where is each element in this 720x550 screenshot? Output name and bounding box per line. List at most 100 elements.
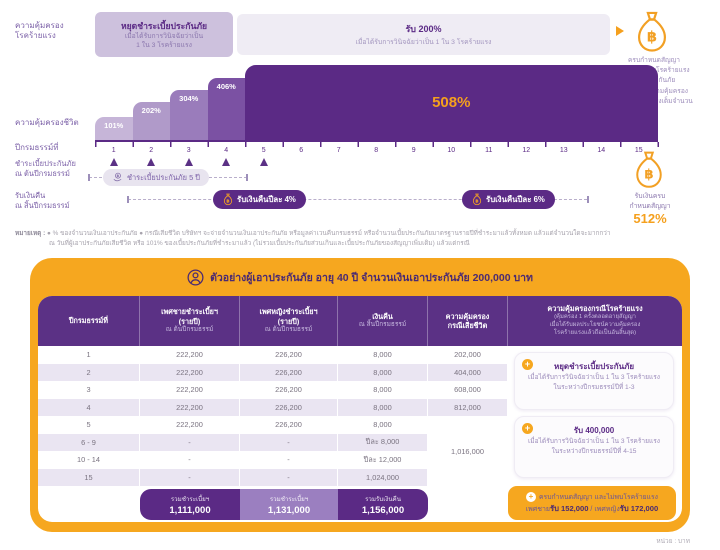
footnote-line1: ● % ของจำนวนเงินเอาประกันภัย ● กรณีเสียช… (47, 230, 611, 237)
cashback-4-text: รับเงินคืนปีละ 4% (237, 194, 296, 204)
axis-year: 13 (559, 147, 568, 154)
col-header-refund: เงินคืน ณ สิ้นปีกรมธรรม์ (338, 296, 428, 346)
cashback-dashline (128, 199, 587, 200)
ci-benefit-box-2: + รับ 400,000 เมื่อได้รับการวินิจฉัยว่าเ… (514, 416, 674, 478)
svg-text:฿: ฿ (226, 198, 229, 203)
ci-benefit-box-1: + หยุดชำระเบี้ยประกันภัย เมื่อได้รับการว… (514, 352, 674, 410)
axis-year: 5 (261, 147, 266, 154)
total-refund: รวมรับเงินคืน 1,156,000 (338, 489, 428, 520)
table-row: 15- -1,024,000 (38, 468, 428, 486)
dash-tick (246, 174, 248, 181)
receive-200-box: รับ 200% เมื่อได้รับการวินิจฉัยว่าเป็น 1… (237, 14, 610, 55)
triangle-marker-icon (170, 158, 208, 166)
bar-label-202: 202% (141, 106, 161, 115)
benefit-table: ปีกรมธรรม์ที่ เพศชายชำระเบี้ยฯ (รายปี) ณ… (38, 296, 682, 522)
example-header-text: ตัวอย่างผู้เอาประกันภัย อายุ 40 ปี จำนวน… (210, 271, 533, 284)
death-cell: 202,000 (454, 350, 481, 360)
bar-label-101: 101% (104, 121, 124, 130)
table-header-row: ปีกรมธรรม์ที่ เพศชายชำระเบี้ยฯ (รายปี) ณ… (38, 296, 682, 346)
col-header-policy-year: ปีกรมธรรม์ที่ (38, 296, 140, 346)
x-axis-numbers: 1 2 3 4 5 6 7 8 9 10 11 12 13 14 15 (95, 147, 658, 154)
axis-year: 15 (634, 147, 643, 154)
maturity-box-line2: เพศชายรับ 152,000 / เพศหญิงรับ 172,000 (525, 504, 659, 513)
triangle-marker-icon (133, 158, 171, 166)
death-cell: 608,000 (454, 385, 481, 395)
triangle-marker-icon (95, 158, 133, 166)
table-row: 4 222,200 226,200 8,000 (38, 398, 428, 416)
cashback-4-pill: ฿ รับเงินคืนปีละ 4% (213, 190, 306, 209)
maturity-512-value: 512% (633, 211, 667, 226)
money-bag-icon: ฿ (636, 151, 662, 188)
premium-period-text: ชำระเบี้ยประกันภัย 5 ปี (127, 172, 200, 182)
table-row: 10 - 14- - ปีละ 12,000 (38, 451, 428, 469)
death-merged-cell: 1,016,000 (428, 416, 507, 486)
unit-note: หน่วย : บาท (656, 538, 690, 545)
plus-icon: + (526, 491, 537, 502)
total-male-premium: รวมชำระเบี้ยฯ 1,111,000 (140, 489, 240, 520)
premium-waiver-box: หยุดชำระเบี้ยประกันภัย เมื่อได้รับการวิน… (95, 12, 233, 57)
footnote: หมายเหตุ : ● % ของจำนวนเงินเอาประกันภัย … (15, 229, 707, 249)
person-icon (187, 268, 204, 286)
footnote-prefix: หมายเหตุ : (15, 230, 46, 237)
table-row: 5 222,200 226,200 8,000 (38, 416, 428, 434)
axis-year: 11 (485, 147, 493, 154)
col-header-ci-coverage: ความคุ้มครองกรณีโรคร้ายแรง (คุ้มครอง 1 ค… (508, 296, 682, 346)
axis-year: 4 (224, 147, 229, 154)
maturity-benefit-box: + ครบกำหนดสัญญา และไม่พบโรคร้ายแรง เพศชา… (508, 486, 676, 520)
table-row: 3 222,200 226,200 8,000 (38, 381, 428, 399)
receive-200-title: รับ 200% (405, 24, 442, 34)
axis-year: 9 (411, 147, 416, 154)
waiver-title: หยุดชำระเบี้ยประกันภัย (120, 21, 208, 32)
maturity-box-line1: ครบกำหนดสัญญา และไม่พบโรคร้ายแรง (539, 494, 658, 501)
axis-year: 7 (336, 147, 341, 154)
cashback-6-text: รับเงินคืนปีละ 6% (486, 194, 545, 204)
x-axis-ticks (95, 142, 659, 147)
label-policy-year: ปีกรมธรรม์ที่ (15, 143, 59, 152)
example-card-header: ตัวอย่างผู้เอาประกันภัย อายุ 40 ปี จำนวน… (30, 258, 690, 296)
table-row: 6 - 9- - ปีละ 8,000 (38, 433, 428, 451)
money-bag-icon: ฿ (637, 11, 667, 52)
axis-year: 1 (111, 147, 116, 154)
col-header-death-coverage: ความคุ้มครอง กรณีเสียชีวิต (428, 296, 508, 346)
triangle-marker-icon (245, 158, 283, 166)
dash-tick (127, 196, 129, 203)
axis-year: 3 (186, 147, 191, 154)
svg-text:฿: ฿ (644, 167, 653, 182)
dash-tick (587, 196, 589, 203)
svg-text:฿: ฿ (647, 30, 657, 46)
plus-icon: + (522, 423, 533, 434)
table-row: 1 222,200 226,200 8,000 (38, 346, 428, 364)
axis-year: 10 (447, 147, 456, 154)
arrow-right-icon (616, 26, 624, 36)
bar-label-304: 304% (179, 94, 199, 103)
x-axis (95, 140, 658, 142)
death-cell: 404,000 (428, 363, 507, 381)
receive-200-subtitle: เมื่อได้รับการวินิจฉัยว่าเป็น 1 ใน 3 โรค… (355, 39, 492, 46)
bar-years5-15: 508% (245, 65, 658, 140)
premium-due-markers (95, 158, 283, 166)
death-coverage-column: 202,000 404,000 608,000 812,000 1,016,00… (428, 346, 508, 486)
death-cell: 812,000 (428, 398, 507, 416)
label-life-coverage: ความคุ้มครองชีวิต (15, 118, 79, 127)
axis-year: 8 (374, 147, 379, 154)
label-ci-coverage: ความคุ้มครอง โรคร้ายแรง (15, 21, 64, 41)
table-row: 2 222,200 226,200 8,000 (38, 363, 428, 381)
money-bag-icon: ฿ (472, 193, 482, 206)
table-body: 1 222,200 226,200 8,000 2 222,200 226,200 8,… (38, 346, 428, 486)
bar-label-406: 406% (216, 82, 236, 91)
premium-period-pill: ฿ ชำระเบี้ยประกันภัย 5 ปี (103, 169, 209, 186)
money-bag-icon: ฿ (223, 193, 233, 206)
axis-year: 6 (299, 147, 304, 154)
label-pay-premium: ชำระเบี้ยประกันภัย ณ ต้นปีกรมธรรม์ (15, 159, 76, 178)
svg-text:฿: ฿ (475, 198, 478, 203)
col-header-male-premium: เพศชายชำระเบี้ยฯ (รายปี) ณ ต้นปีกรมธรรม์ (140, 296, 240, 346)
axis-year: 2 (149, 147, 154, 154)
bar-label-508: 508% (432, 94, 471, 111)
pay-premium-icon: ฿ (113, 172, 122, 182)
axis-year: 12 (522, 147, 531, 154)
plus-icon: + (522, 359, 533, 370)
cashback-6-pill: ฿ รับเงินคืนปีละ 6% (462, 190, 555, 209)
col-header-female-premium: เพศหญิงชำระเบี้ยฯ (รายปี) ณ ต้นปีกรมธรรม… (240, 296, 338, 346)
label-receive-refund: รับเงินคืน ณ สิ้นปีกรมธรรม์ (15, 191, 70, 210)
